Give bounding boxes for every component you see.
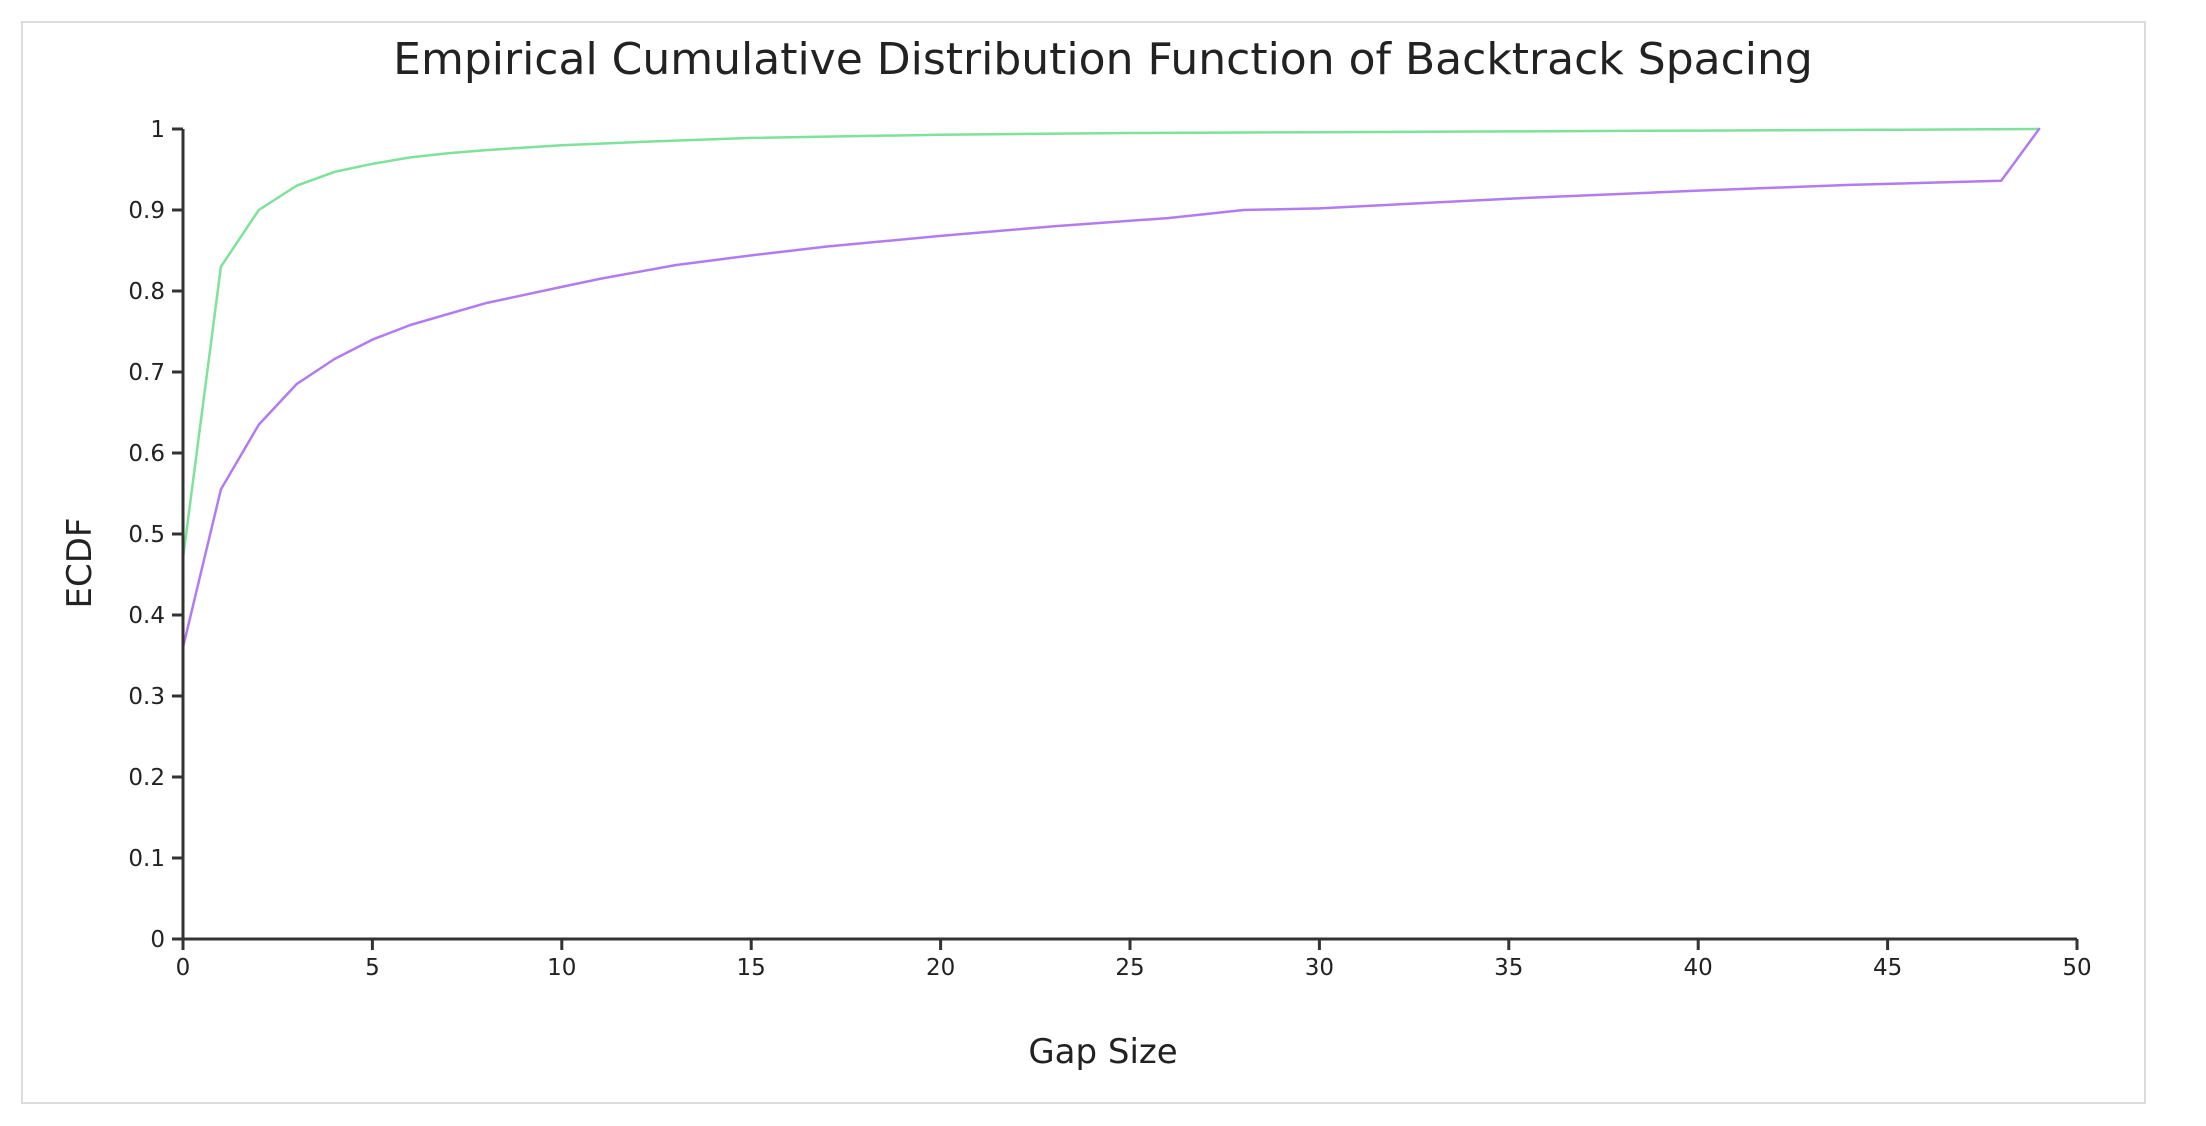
- chart-title: Empirical Cumulative Distribution Functi…: [393, 34, 1813, 85]
- x-tick-label: 35: [1494, 955, 1523, 981]
- chart-frame: [21, 21, 2146, 1104]
- y-tick-label: 1: [150, 117, 165, 143]
- y-tick-label: 0.6: [128, 441, 165, 467]
- y-tick-label: 0.8: [128, 279, 165, 305]
- y-tick-label: 0.9: [128, 198, 165, 224]
- x-tick-label: 10: [547, 955, 576, 981]
- x-tick-label: 50: [2062, 955, 2091, 981]
- series-line-1: [181, 127, 2041, 560]
- series-layer: [181, 127, 2041, 649]
- x-tick-label: 25: [1115, 955, 1144, 981]
- x-tick-label: 30: [1305, 955, 1334, 981]
- y-axis-ticks: 0 0.1 0.2 0.3 0.4 0.5 0.6 0.7 0.8 0.9 1: [128, 117, 183, 953]
- y-tick-label: 0.2: [128, 765, 165, 791]
- y-axis-label: ECDF: [60, 518, 100, 609]
- x-tick-label: 0: [176, 955, 191, 981]
- y-tick-label: 0: [150, 927, 165, 953]
- x-tick-label: 45: [1873, 955, 1902, 981]
- x-tick-label: 40: [1684, 955, 1713, 981]
- y-tick-label: 0.7: [128, 360, 165, 386]
- y-tick-label: 0.5: [128, 522, 165, 548]
- x-axis-label: Gap Size: [1028, 1032, 1177, 1072]
- y-tick-label: 0.1: [128, 846, 165, 872]
- x-axis-ticks: 0 5 10 15 20 25 30 35 40 45 50: [176, 939, 2092, 981]
- x-tick-label: 5: [365, 955, 380, 981]
- y-tick-label: 0.4: [128, 603, 165, 629]
- x-tick-label: 15: [737, 955, 766, 981]
- series-line-2: [181, 127, 2041, 649]
- y-tick-label: 0.3: [128, 684, 165, 710]
- x-tick-label: 20: [926, 955, 955, 981]
